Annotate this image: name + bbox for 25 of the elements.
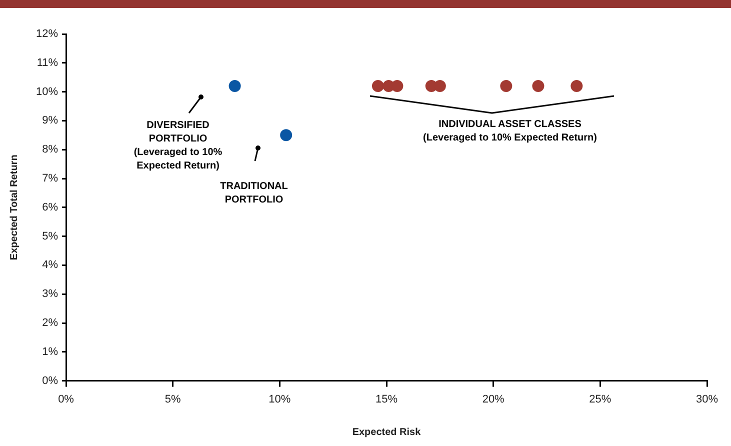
x-tick-label: 20% — [482, 393, 505, 406]
y-tick-label: 7% — [42, 172, 58, 185]
y-tick-label: 0% — [42, 374, 58, 387]
x-tick-label: 5% — [164, 393, 182, 406]
annotation: TRADITIONAL PORTFOLIO — [220, 180, 288, 206]
annotation: INDIVIDUAL ASSET CLASSES (Leveraged to 10% Expected Return) — [423, 118, 597, 144]
y-tick-label: 12% — [36, 28, 58, 40]
y-tick-label: 11% — [36, 56, 58, 69]
y-tick-label: 9% — [42, 114, 58, 127]
x-axis-title: Expected Risk — [352, 426, 422, 438]
y-tick-label: 3% — [42, 288, 58, 300]
y-tick-label: 4% — [42, 259, 58, 272]
x-tick-label: 0% — [58, 393, 74, 406]
x-tick-label: 10% — [268, 393, 291, 406]
y-tick-label: 8% — [42, 144, 58, 156]
y-tick-label: 1% — [42, 346, 58, 358]
annotation: DIVERSIFIED PORTFOLIO (Leveraged to 10% Expected Return) — [134, 120, 222, 172]
y-tick-label: 5% — [42, 230, 58, 242]
y-tick-label: 6% — [42, 201, 58, 214]
y-tick-label: 10% — [36, 86, 58, 98]
y-axis-title: Expected Total Return — [8, 154, 20, 260]
x-tick-label: 15% — [375, 393, 398, 406]
x-tick-label: 25% — [589, 393, 612, 406]
x-tick-label: 30% — [696, 393, 718, 406]
y-tick-label: 2% — [42, 317, 58, 330]
